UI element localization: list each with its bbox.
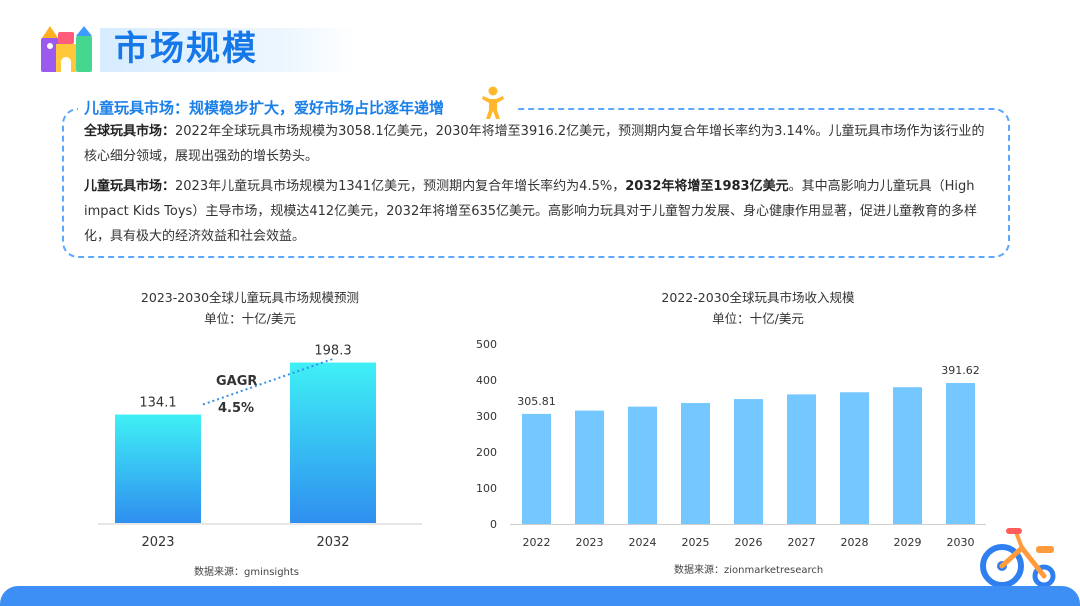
chart1-subtitle: 单位：十亿/美元	[204, 311, 296, 326]
chart2-category-label: 2030	[947, 536, 975, 549]
chart1-kids-toy-market: 134.1 2023 198.3 2032 GAGR 4.5%	[98, 344, 422, 550]
footer-bar	[0, 586, 1080, 606]
kids-market-label: 儿童玩具市场：	[84, 179, 176, 194]
chart2-ytick-label: 400	[476, 374, 497, 387]
chart2-ytick-label: 200	[476, 446, 497, 459]
global-market-text: 2022年全球玩具市场规模为3058.1亿美元，2030年将增至3916.2亿美…	[84, 124, 985, 164]
chart2-subtitle: 单位：十亿/美元	[712, 311, 804, 326]
chart1-category-label: 2023	[141, 535, 174, 550]
global-market-paragraph: 全球玩具市场：2022年全球玩具市场规模为3058.1亿美元，2030年将增至3…	[84, 119, 996, 169]
chart2-ytick-label: 0	[490, 518, 497, 531]
chart2-bar-2028	[840, 392, 869, 524]
chart2-bar-2026	[734, 399, 763, 524]
chart2-ytick-label: 500	[476, 338, 497, 351]
chart2-value-label: 391.62	[941, 364, 980, 377]
toy-blocks-icon	[41, 26, 92, 72]
chart2-category-label: 2024	[629, 536, 657, 549]
chart1-title: 2023-2030全球儿童玩具市场规模预测	[140, 290, 360, 305]
summary-box	[62, 108, 1010, 258]
summary-box-title: 儿童玩具市场：规模稳步扩大，爱好市场占比逐年递增	[84, 99, 445, 117]
kids-market-paragraph: 儿童玩具市场：2023年儿童玩具市场规模为1341亿美元，预测期内复合年增长率约…	[84, 174, 996, 249]
chart2-bar-2022	[522, 413, 551, 524]
chart1-category-label: 2032	[316, 535, 349, 550]
kids-market-text-b: 。其中高影响力儿童玩具（High impact Kids Toys）主导市场，规…	[84, 179, 978, 244]
chart1-value-label: 134.1	[139, 396, 176, 411]
chart1-annotation-label: GAGR	[216, 374, 257, 389]
chart2-title: 2022-2030全球玩具市场收入规模	[661, 290, 855, 305]
chart2-ytick-label: 300	[476, 410, 497, 423]
chart2-category-label: 2029	[894, 536, 922, 549]
chart2-category-label: 2025	[682, 536, 710, 549]
page-title: 市场规模	[114, 29, 258, 69]
chart2-category-label: 2026	[735, 536, 763, 549]
chart2-value-label: 305.81	[517, 395, 556, 408]
chart2-global-toy-revenue: 0 100 200 300 400 500 2022 305.81 2023 2024 2025 20…	[476, 338, 986, 549]
kids-market-text-a: 2023年儿童玩具市场规模为1341亿美元，预测期内复合年增长率约为4.5%，	[175, 179, 626, 194]
chart2-bar-2023	[575, 410, 604, 524]
chart2-title-block: 2022-2030全球玩具市场收入规模 单位：十亿/美元	[548, 287, 968, 329]
chart1-bar-2032	[290, 362, 376, 523]
kids-market-highlight: 2032年将增至1983亿美元	[625, 179, 789, 194]
chart2-source: 数据来源：zionmarketresearch	[674, 565, 824, 576]
tricycle-icon	[980, 528, 1056, 588]
chart2-ytick-label: 100	[476, 482, 497, 495]
chart2-category-label: 2023	[576, 536, 604, 549]
chart2-bar-2029	[893, 387, 922, 524]
chart1-title-block: 2023-2030全球儿童玩具市场规模预测 单位：十亿/美元	[96, 287, 404, 329]
child-figure-icon	[482, 86, 504, 119]
chart1-value-label: 198.3	[314, 344, 351, 359]
chart2-bar-2024	[628, 406, 657, 524]
chart1-source: 数据来源：gminsights	[194, 567, 300, 578]
global-market-label: 全球玩具市场：	[84, 124, 176, 139]
chart2-bar-2030	[946, 383, 975, 524]
title-band	[100, 28, 355, 72]
chart1-bar-2023	[115, 414, 201, 523]
chart1-growth-connector	[202, 357, 335, 406]
box-title-background	[78, 96, 516, 120]
chart1-annotation-value: 4.5%	[218, 401, 254, 416]
chart2-category-label: 2027	[788, 536, 816, 549]
chart2-category-label: 2028	[841, 536, 869, 549]
chart2-category-label: 2022	[523, 536, 551, 549]
chart2-bar-2025	[681, 403, 710, 524]
chart2-bar-2027	[787, 394, 816, 524]
